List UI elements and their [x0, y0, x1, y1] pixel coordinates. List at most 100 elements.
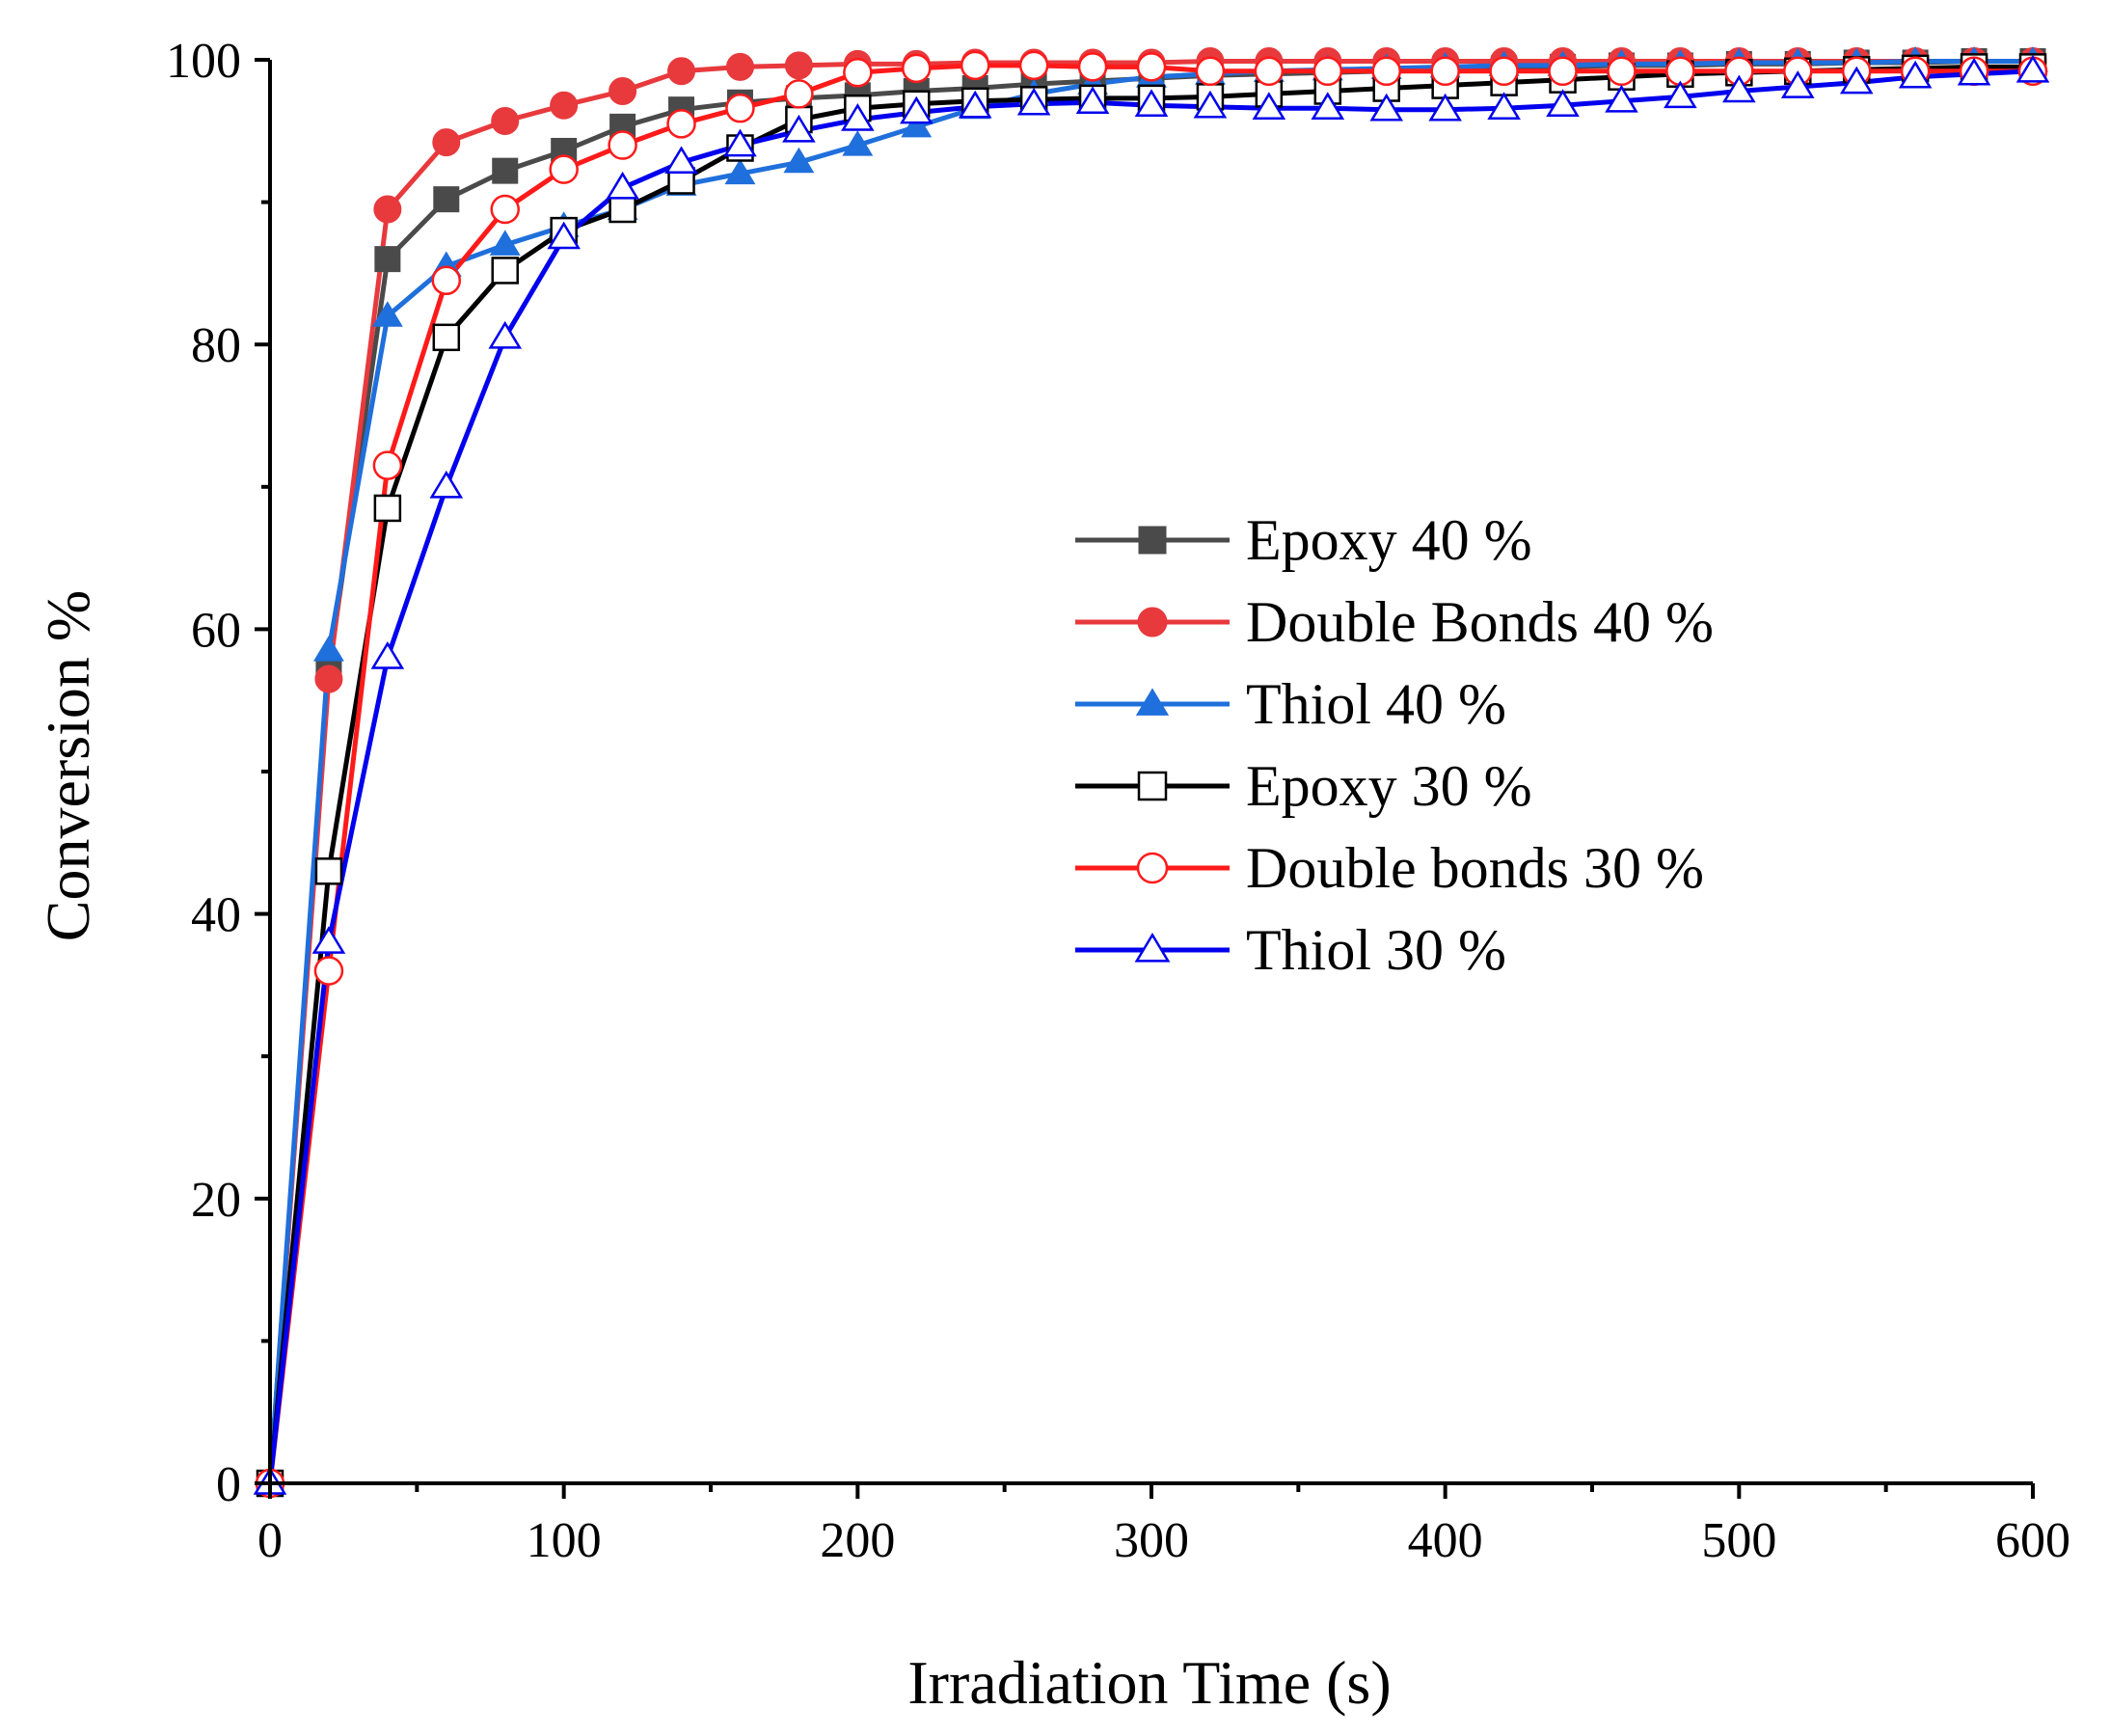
data-point	[370, 640, 405, 669]
legend-label: Thiol 40 %	[1246, 672, 1506, 736]
data-point	[725, 93, 755, 123]
data-point	[372, 450, 403, 480]
axes: 0 100 200 300 400 500 600 0 20 40 60 80 100	[166, 34, 2070, 1568]
data-point	[373, 195, 402, 224]
legend-label: Thiol 30 %	[1246, 918, 1506, 982]
data-point	[1605, 84, 1638, 113]
y-tick-label: 60	[191, 603, 241, 658]
data-point	[843, 58, 873, 88]
data-point	[429, 470, 464, 499]
y-axis-title: Conversion %	[34, 590, 102, 941]
data-point	[491, 257, 519, 285]
data-point	[549, 154, 579, 184]
data-point	[666, 109, 696, 139]
data-point	[667, 57, 696, 86]
data-point	[784, 51, 813, 80]
data-point	[609, 76, 637, 105]
legend-swatch-marker	[1134, 932, 1171, 963]
data-point	[374, 246, 401, 273]
data-point	[608, 130, 637, 160]
data-point	[314, 857, 343, 885]
y-tick-label: 20	[191, 1173, 241, 1228]
data-point	[1252, 92, 1286, 120]
x-tick-label: 300	[1114, 1513, 1189, 1568]
y-tick-label: 40	[191, 888, 241, 943]
data-point	[1075, 86, 1110, 115]
data-point	[313, 956, 344, 986]
data-point	[1780, 70, 1815, 98]
data-point	[1311, 92, 1345, 120]
data-point	[1195, 56, 1226, 87]
data-point	[1134, 89, 1169, 118]
data-point	[664, 146, 698, 175]
data-point	[312, 636, 344, 662]
legend-label: Double Bonds 40 %	[1246, 590, 1714, 654]
data-point	[1077, 52, 1108, 82]
data-point	[1546, 89, 1580, 118]
data-point	[1428, 93, 1462, 122]
data-point	[491, 106, 520, 135]
legend-swatch-marker	[1138, 526, 1167, 555]
data-point	[1254, 56, 1285, 87]
data-point	[1607, 56, 1637, 87]
data-point	[1371, 56, 1401, 87]
data-point	[547, 221, 581, 250]
x-tick-label: 600	[1995, 1513, 2070, 1568]
data-point	[431, 265, 462, 296]
x-tick-label: 400	[1408, 1513, 1483, 1568]
data-point	[1018, 50, 1049, 81]
legend: Epoxy 40 % Double Bonds 40 % Thiol 40 % Epo…	[1075, 508, 1714, 982]
data-point	[433, 186, 460, 213]
data-point	[1016, 87, 1051, 116]
data-point	[314, 665, 343, 693]
data-point	[609, 195, 636, 224]
data-point	[724, 158, 756, 185]
data-point	[373, 494, 402, 523]
data-point	[723, 128, 757, 157]
legend-swatch-marker	[1136, 852, 1169, 884]
data-point	[960, 50, 990, 81]
legend-swatch-marker	[1137, 771, 1168, 801]
legend-label: Epoxy 40 %	[1246, 508, 1532, 572]
y-tick-label: 0	[216, 1457, 241, 1512]
data-point	[1957, 57, 1991, 86]
data-point	[311, 926, 346, 954]
data-point	[784, 79, 814, 109]
data-point	[371, 301, 403, 327]
data-point	[901, 111, 933, 138]
data-point	[725, 52, 754, 81]
x-tick-label: 0	[257, 1513, 283, 1568]
data-point	[1136, 52, 1167, 82]
data-point	[841, 103, 875, 131]
data-point	[958, 90, 992, 119]
legend-label: Epoxy 30 %	[1246, 754, 1532, 818]
data-point	[1369, 93, 1404, 122]
data-point	[606, 171, 639, 200]
data-point	[1898, 60, 1933, 89]
data-point	[432, 323, 461, 352]
data-point	[488, 320, 523, 349]
legend-swatch-marker	[1137, 607, 1168, 637]
data-point	[899, 95, 933, 124]
legend-label: Double bonds 30 %	[1246, 836, 1704, 900]
x-tick-label: 500	[1701, 1513, 1776, 1568]
data-point	[783, 147, 815, 174]
data-point	[1487, 92, 1521, 120]
x-axis-title: Irradiation Time (s)	[907, 1648, 1391, 1717]
data-point	[550, 91, 579, 120]
data-point	[842, 130, 874, 156]
data-point	[782, 114, 816, 143]
data-point	[1839, 66, 1874, 95]
data-point	[490, 194, 520, 225]
data-point	[1664, 80, 1697, 109]
x-tick-label: 100	[527, 1513, 602, 1568]
data-point	[1193, 90, 1228, 119]
x-tick-label: 200	[820, 1513, 895, 1568]
data-point	[1548, 56, 1578, 87]
data-point	[432, 128, 461, 157]
data-point	[492, 157, 519, 184]
y-tick-label: 80	[191, 318, 241, 373]
data-point	[1430, 56, 1460, 87]
y-tick-label: 100	[166, 34, 241, 89]
